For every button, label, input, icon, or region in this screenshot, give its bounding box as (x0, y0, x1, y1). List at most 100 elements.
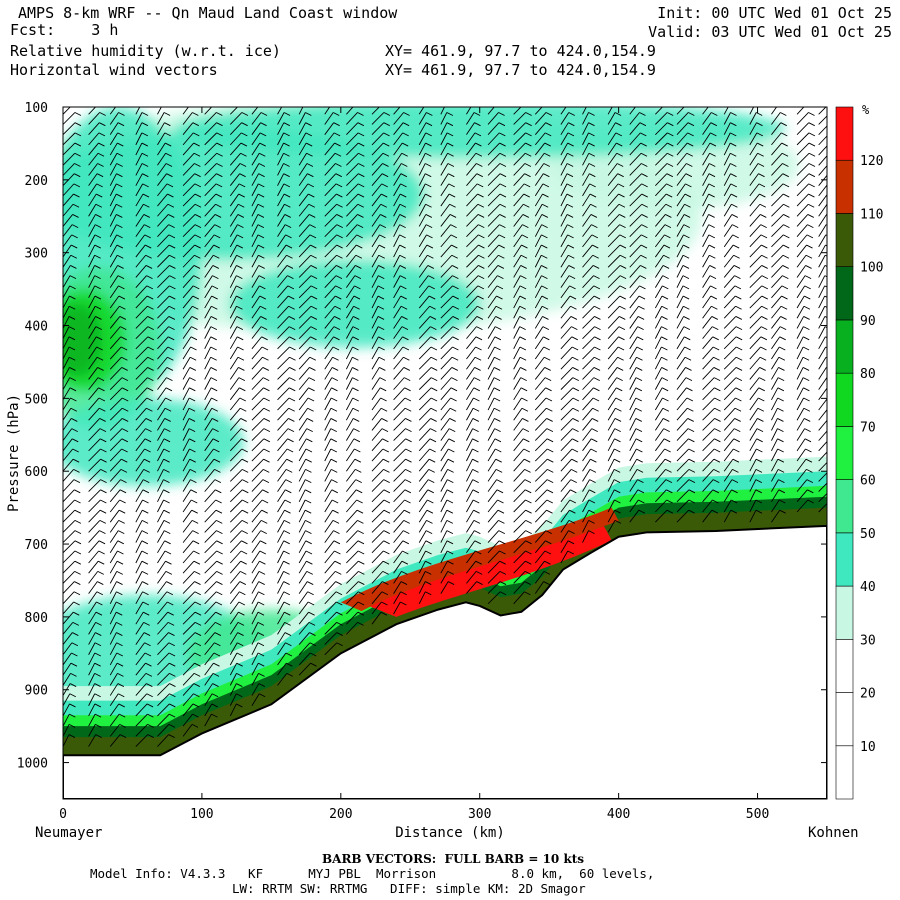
wind-barb (345, 408, 354, 421)
wind-barb (88, 214, 96, 227)
wind-barb (513, 418, 523, 431)
wind-barb (466, 173, 478, 186)
wind-barb-flag (761, 285, 769, 290)
wind-barb-flag (117, 142, 124, 147)
wind-barb (204, 509, 217, 523)
wind-barb-flag (712, 499, 719, 504)
wind-barb (157, 112, 165, 125)
wind-barb-flag (619, 305, 626, 310)
wind-barb (251, 530, 262, 543)
wind-barb-flag (378, 336, 385, 341)
wind-barb (418, 153, 426, 166)
wind-barb (251, 591, 259, 604)
wind-barb-flag (169, 662, 176, 667)
wind-barb-flag (525, 499, 532, 504)
wind-barb (251, 407, 265, 421)
wind-barb (277, 581, 285, 594)
wind-barb (324, 326, 335, 339)
wind-barb-flag (593, 387, 600, 392)
wind-barb (63, 591, 75, 605)
wind-barb-flag (803, 316, 810, 320)
wind-barb-flag (164, 540, 171, 545)
wind-barb-flag (399, 244, 406, 249)
wind-barb-flag (498, 519, 505, 524)
wind-barb-flag (735, 356, 743, 361)
wind-barb (582, 142, 590, 156)
wind-barb-flag (448, 173, 455, 178)
wind-barb-flag (588, 499, 596, 504)
wind-barb (88, 152, 99, 166)
wind-barb-flag (547, 448, 554, 453)
wind-barb-flag (758, 183, 766, 188)
wind-barb-flag (333, 132, 341, 137)
wind-barb-flag (448, 448, 455, 453)
wind-barb-flag (332, 356, 339, 361)
wind-barb (371, 387, 381, 401)
wind-barb-flag (116, 601, 123, 606)
wind-barb-flag (732, 469, 739, 473)
wind-barb (157, 387, 167, 401)
wind-barb (63, 550, 76, 564)
wind-barb-flag (116, 152, 124, 157)
wind-barb-flag (446, 530, 454, 534)
wind-barb (796, 163, 810, 176)
wind-barb (676, 107, 685, 115)
wind-barb-flag (333, 336, 340, 341)
wind-barb-flag (828, 408, 834, 411)
wind-barb (560, 489, 571, 503)
wind-barb (513, 193, 525, 207)
rh-core-darkred (340, 507, 619, 612)
wind-barb (560, 509, 570, 523)
wind-barb (771, 326, 781, 339)
wind-barb-flag (494, 428, 501, 433)
wind-barb (440, 122, 448, 135)
wind-barb (702, 234, 710, 248)
wind-barb (466, 193, 478, 207)
wind-barb-flag (143, 621, 150, 626)
wind-barb-flag (639, 285, 646, 290)
wind-barb (157, 356, 168, 370)
wind-barb-flag (257, 214, 265, 218)
wind-barb (251, 632, 259, 645)
wind-barb-flag (733, 254, 740, 259)
wind-barb (204, 377, 212, 390)
wind-barb-flag (546, 489, 554, 494)
wind-barb (796, 275, 806, 288)
wind-barb (440, 469, 449, 482)
wind-barb (63, 581, 75, 594)
wind-barb (109, 673, 118, 686)
wind-barb (109, 224, 117, 237)
wind-barb (229, 693, 237, 706)
wind-barb (157, 591, 168, 605)
wind-barb (109, 622, 117, 635)
wind-barb (182, 346, 191, 360)
wind-barb (157, 509, 165, 523)
wind-barb (629, 458, 638, 472)
wind-barb (818, 451, 827, 462)
wind-barb (371, 560, 384, 574)
wind-barb-flag (430, 356, 438, 361)
wind-barb (135, 193, 144, 207)
wind-barb-flag (73, 591, 81, 596)
wind-barb-flag (714, 407, 721, 412)
wind-barb (346, 489, 357, 503)
wind-barb-flag (476, 316, 484, 320)
wind-barb-flag (683, 234, 690, 239)
wind-barb (487, 142, 500, 156)
wind-barb-flag (165, 570, 173, 575)
wind-barb (277, 367, 290, 380)
wind-barb-flag (667, 102, 673, 105)
wind-barb-flag (824, 265, 827, 267)
wind-barb-flag (193, 152, 201, 157)
wind-barb (63, 540, 76, 554)
wind-barb (324, 142, 335, 156)
wind-barb-flag (686, 397, 694, 402)
wind-barb-flag (167, 611, 174, 616)
wind-barb (88, 204, 97, 217)
wind-barb-flag (335, 285, 342, 290)
wind-barb-flag (667, 112, 674, 116)
wind-barb (135, 591, 143, 605)
wind-barb-flag (542, 316, 549, 320)
wind-barb (655, 203, 667, 217)
